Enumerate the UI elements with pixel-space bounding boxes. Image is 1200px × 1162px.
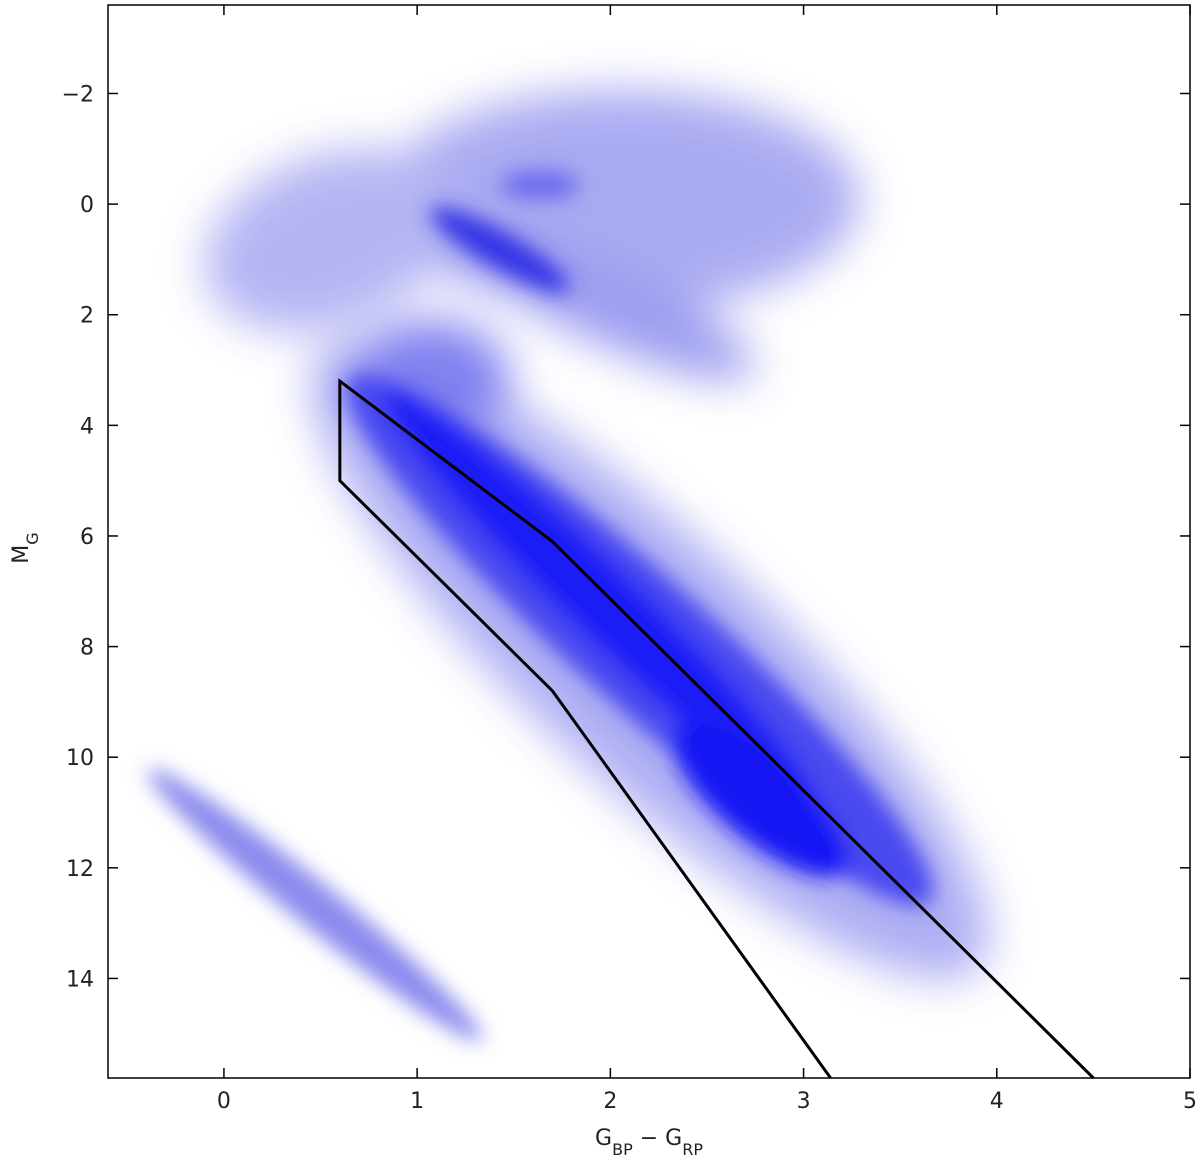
y-tick-label: 6: [80, 525, 94, 550]
plot-frame: [107, 4, 1191, 1079]
label-part: G: [23, 532, 42, 544]
label-part: BP: [612, 1140, 633, 1159]
x-tick-label: 0: [217, 1089, 231, 1114]
x-tick-label: 4: [990, 1089, 1004, 1114]
y-tick-label: −2: [62, 82, 94, 107]
y-tick-label: 12: [66, 857, 94, 882]
x-axis-label: GBP − GRP: [595, 1126, 703, 1158]
label-part: G: [595, 1126, 612, 1151]
label-part: M: [9, 545, 34, 564]
x-tick-label: 2: [603, 1089, 617, 1114]
label-part: RP: [682, 1140, 703, 1159]
label-part: −: [633, 1126, 665, 1151]
x-tick-label: 3: [797, 1089, 811, 1114]
y-tick-label: 10: [66, 746, 94, 771]
y-tick-label: 14: [66, 967, 94, 992]
y-tick-label: 4: [80, 414, 94, 439]
x-tick-label: 5: [1183, 1089, 1197, 1114]
boundary-line: [338, 378, 1095, 1080]
x-tick-label: 1: [410, 1089, 424, 1114]
label-part: G: [665, 1126, 682, 1151]
y-tick-label: 0: [80, 193, 94, 218]
y-axis-label: MG: [9, 532, 42, 563]
y-tick-label: 8: [80, 636, 94, 661]
density-cloud: [147, 90, 990, 1042]
y-tick-label: 2: [80, 304, 94, 329]
